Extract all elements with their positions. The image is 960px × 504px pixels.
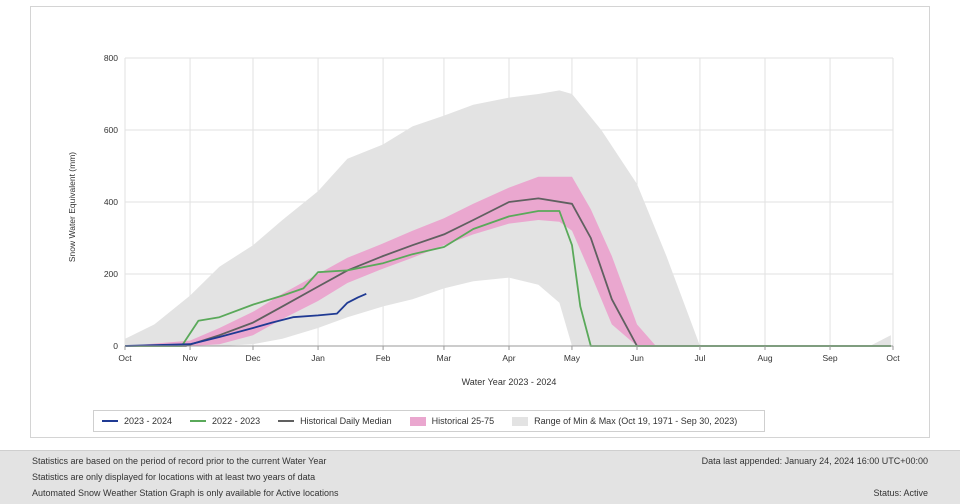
y-tick-label: 200 — [104, 269, 118, 279]
x-tick-label: Dec — [245, 353, 261, 363]
legend-swatch — [409, 416, 426, 426]
chart-panel: 0 200 400 600 800 Oct Nov Dec Jan Feb Mar Apr May Jun… — [30, 6, 930, 438]
status-text: Status: Active — [873, 488, 928, 498]
y-tick-label: 400 — [104, 197, 118, 207]
legend-swatch — [278, 420, 295, 422]
x-tick-label: Nov — [182, 353, 198, 363]
last-appended-text: Data last appended: January 24, 2024 16:… — [701, 456, 928, 466]
series-2023-2024-line — [124, 292, 367, 347]
x-tick-label: Jun — [630, 353, 644, 363]
legend-swatch — [190, 420, 207, 422]
legend-label: 2022 - 2023 — [212, 416, 261, 426]
legend-item-min-max[interactable]: Range of Min & Max (Oct 19, 1971 - Sep 3… — [512, 416, 737, 426]
y-axis-title: Snow Water Equivalent (mm) — [67, 152, 77, 262]
legend-swatch — [102, 420, 118, 422]
legend-swatch — [512, 416, 529, 426]
legend-item-2023-2024[interactable]: 2023 - 2024 — [102, 416, 172, 426]
x-tick-label: Jan — [311, 353, 325, 363]
legend-label: Range of Min & Max (Oct 19, 1971 - Sep 3… — [534, 416, 738, 426]
legend-label: Historical 25-75 — [431, 416, 495, 426]
x-tick-label: May — [564, 353, 581, 363]
footer-note-2: Statistics are only displayed for locati… — [32, 472, 316, 482]
band-layer — [125, 90, 891, 347]
legend-label: 2023 - 2024 — [124, 416, 173, 426]
x-tick-label: Mar — [437, 353, 452, 363]
legend-item-25-75[interactable]: Historical 25-75 — [409, 416, 495, 426]
y-tick-label: 600 — [104, 125, 118, 135]
x-tick-label: Apr — [502, 353, 515, 363]
x-axis-title: Water Year 2023 - 2024 — [462, 377, 557, 387]
footer-note-1: Statistics are based on the period of re… — [32, 456, 327, 466]
chart-footer: Statistics are based on the period of re… — [0, 450, 960, 504]
x-tick-label: Jul — [695, 353, 706, 363]
legend-item-2022-2023[interactable]: 2022 - 2023 — [190, 416, 260, 426]
y-tick-label: 0 — [113, 341, 118, 351]
x-tick-label: Sep — [822, 353, 837, 363]
line-layer — [124, 197, 891, 347]
x-tick-label: Aug — [757, 353, 772, 363]
x-tick-label: Oct — [886, 353, 900, 363]
footer-note-3: Automated Snow Weather Station Graph is … — [32, 488, 339, 498]
series-median-line — [125, 197, 891, 347]
y-tick-label: 800 — [104, 53, 118, 63]
chart-legend: 2023 - 2024 2022 - 2023 Historical Daily… — [93, 410, 765, 432]
legend-label: Historical Daily Median — [300, 416, 392, 426]
band-25-75 — [125, 176, 891, 346]
swe-chart: 0 200 400 600 800 Oct Nov Dec Jan Feb Mar Apr May Jun… — [67, 53, 900, 387]
axes-layer: 0 200 400 600 800 Oct Nov Dec Jan Feb Mar Apr May Jun… — [104, 53, 900, 363]
legend-item-median[interactable]: Historical Daily Median — [278, 416, 392, 426]
series-2022-2023-line — [125, 210, 891, 347]
x-tick-label: Oct — [118, 353, 132, 363]
x-tick-label: Feb — [376, 353, 391, 363]
